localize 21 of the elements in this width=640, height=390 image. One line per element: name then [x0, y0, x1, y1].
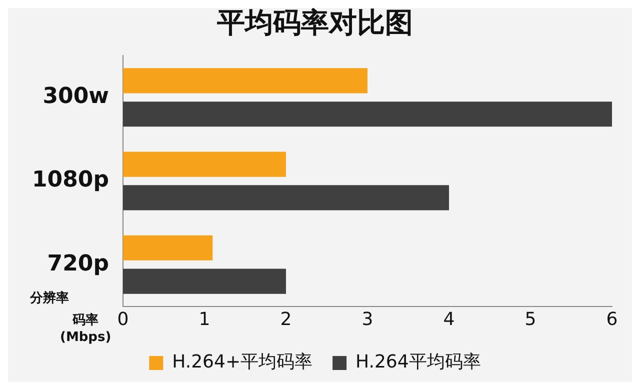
- y-axis-title: 分辨率: [30, 290, 69, 307]
- bar: [122, 152, 286, 177]
- bar: [122, 185, 449, 210]
- legend-label: H.264平均码率: [356, 352, 481, 373]
- x-tick-label: 1: [198, 308, 210, 330]
- x-tick-label: 4: [443, 308, 455, 330]
- x-tick-label: 3: [362, 308, 374, 330]
- x-tick-label: 0: [117, 308, 129, 330]
- x-tick-label: 6: [606, 308, 618, 330]
- y-tick-label: 1080p: [32, 168, 109, 193]
- bar: [122, 268, 286, 294]
- x-tick-label: 5: [524, 308, 536, 330]
- bar: [122, 68, 368, 94]
- legend-label: H.264+平均码率: [172, 352, 313, 373]
- x-axis-title: 码率 (Mbps): [60, 312, 112, 346]
- x-tick-label: 2: [280, 308, 292, 330]
- bar: [122, 102, 612, 127]
- y-tick-label: 300w: [42, 84, 109, 110]
- y-tick-label: 720p: [47, 251, 109, 276]
- bar: [122, 235, 213, 260]
- chart-title: 平均码率对比图: [216, 6, 413, 40]
